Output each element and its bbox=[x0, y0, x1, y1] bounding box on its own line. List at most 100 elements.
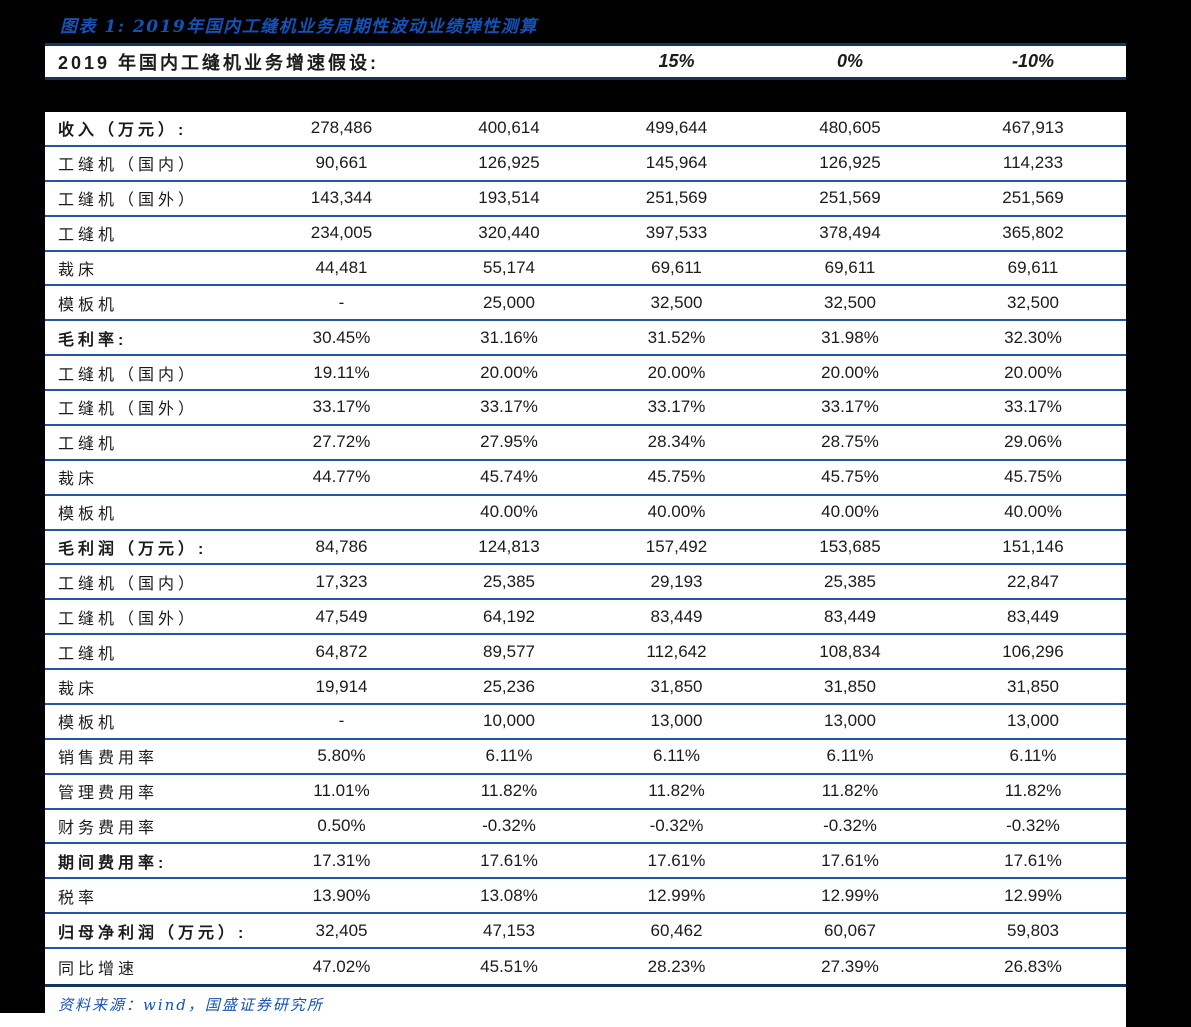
cell-value: 33.17% bbox=[480, 397, 538, 417]
cell-value: 89,577 bbox=[483, 641, 535, 661]
cell-value: 45.74% bbox=[480, 467, 538, 487]
row-label: 工缝机 bbox=[58, 227, 119, 245]
scenario-header-2: -10% bbox=[1011, 51, 1055, 71]
table-row: 裁床 19,914 25,236 31,850 31,850 31,850 bbox=[45, 670, 1126, 705]
cell-value: 12.99% bbox=[821, 885, 879, 905]
figure-caption: 图表 1: 2019年国内工缝机业务周期性波动业绩弹性测算 bbox=[60, 17, 538, 37]
cell-value: 17.61% bbox=[480, 850, 538, 870]
cell-value: 320,440 bbox=[478, 223, 540, 243]
table-row: 工缝机（国内） 90,661 126,925 145,964 126,925 114,23… bbox=[45, 147, 1126, 182]
cell-value: 20.00% bbox=[1004, 362, 1062, 382]
cell-value: 20.00% bbox=[821, 362, 879, 382]
cell-value: 193,514 bbox=[478, 188, 540, 208]
cell-value: 11.82% bbox=[1004, 781, 1062, 801]
row-label: 工缝机（国内） bbox=[58, 575, 199, 593]
cell-value: 31.98% bbox=[821, 327, 879, 347]
row-label: 工缝机 bbox=[58, 436, 119, 454]
cell-value: 22,847 bbox=[1007, 571, 1059, 591]
cell-value: 6.11% bbox=[826, 746, 874, 766]
cell-value: 40.00% bbox=[821, 502, 879, 522]
row-label: 同比增速 bbox=[58, 960, 139, 978]
cell-value: 11.82% bbox=[648, 781, 705, 801]
cell-value: 20.00% bbox=[647, 362, 706, 382]
row-label: 工缝机 bbox=[58, 645, 119, 663]
cell-value: 6.11% bbox=[653, 746, 700, 766]
cell-value: 467,913 bbox=[1002, 118, 1064, 138]
cell-value: 124,813 bbox=[478, 536, 540, 556]
cell-value: 60,462 bbox=[650, 920, 703, 940]
cell-value: 27.39% bbox=[821, 956, 879, 976]
cell-value: 378,494 bbox=[819, 223, 881, 243]
cell-value: 17.61% bbox=[821, 850, 879, 870]
cell-value: 5.80% bbox=[317, 746, 366, 766]
cell-value: 83,449 bbox=[650, 606, 703, 626]
row-label: 收入（万元）: bbox=[58, 122, 188, 140]
table-row: 工缝机（国内） 19.11% 20.00% 20.00% 20.00% 20.00% bbox=[45, 356, 1126, 392]
cell-value: 157,492 bbox=[645, 536, 708, 556]
cell-value: 60,067 bbox=[824, 920, 876, 940]
cell-value: - bbox=[338, 711, 345, 731]
cell-value: 45.75% bbox=[821, 467, 879, 487]
cell-value: 32,500 bbox=[824, 292, 876, 312]
cell-value: 251,569 bbox=[1002, 188, 1064, 208]
row-label: 工缝机（国外） bbox=[58, 401, 199, 419]
cell-value: 55,174 bbox=[483, 257, 535, 277]
table-row: 同比增速 47.02% 45.51% 28.23% 27.39% 26.83% bbox=[45, 949, 1126, 984]
cell-value: 6.11% bbox=[1009, 746, 1057, 766]
table-header-band: 2019 年国内工缝机业务增速假设: 15% 0% -10% bbox=[45, 43, 1126, 80]
table-row: 管理费用率 11.01% 11.82% 11.82% 11.82% 11.82% bbox=[45, 775, 1126, 810]
cell-value: 13,000 bbox=[824, 711, 876, 731]
cell-value: 126,925 bbox=[478, 153, 540, 173]
table-row: 裁床 44,481 55,174 69,611 69,611 69,611 bbox=[45, 252, 1126, 287]
cell-value: 365,802 bbox=[1002, 223, 1064, 243]
cell-value: 480,605 bbox=[819, 118, 881, 138]
table-row: 模板机 40.00% 40.00% 40.00% 40.00% bbox=[45, 496, 1126, 531]
cell-value: 69,611 bbox=[824, 257, 876, 277]
cell-value: 31.16% bbox=[480, 327, 538, 347]
cell-value: 31,850 bbox=[1007, 676, 1059, 696]
cell-value: 397,533 bbox=[645, 223, 708, 243]
cell-value: 13.90% bbox=[312, 885, 371, 905]
table-row: 工缝机（国外） 143,344 193,514 251,569 251,569 251,5… bbox=[45, 182, 1126, 217]
cell-value: 28.34% bbox=[647, 432, 706, 452]
cell-value: 32.30% bbox=[1004, 327, 1062, 347]
cell-value: 12.99% bbox=[647, 885, 706, 905]
header-assumption-label: 2019 年国内工缝机业务增速假设: bbox=[58, 52, 380, 73]
cell-value: -0.32% bbox=[649, 816, 704, 836]
cell-value: 33.17% bbox=[647, 397, 706, 417]
cell-value: 251,569 bbox=[819, 188, 881, 208]
cell-value: 32,405 bbox=[315, 920, 368, 940]
table-body: 收入（万元）: 278,486 400,614 499,644 480,605 467,9… bbox=[45, 112, 1126, 987]
cell-value: 13,000 bbox=[1007, 711, 1059, 731]
cell-value: 33.17% bbox=[1004, 397, 1062, 417]
table-row: 工缝机 234,005 320,440 397,533 378,494 365,802 bbox=[45, 217, 1126, 252]
cell-value: 20.00% bbox=[480, 362, 538, 382]
cell-value: 40.00% bbox=[647, 502, 706, 522]
table-row: 裁床 44.77% 45.74% 45.75% 45.75% 45.75% bbox=[45, 461, 1126, 496]
cell-value: 143,344 bbox=[310, 188, 373, 208]
cell-value: -0.32% bbox=[823, 816, 877, 836]
table-row: 毛利润（万元）: 84,786 124,813 157,492 153,685 151,1… bbox=[45, 531, 1126, 566]
cell-value: 28.23% bbox=[647, 956, 706, 976]
row-label: 管理费用率 bbox=[58, 785, 159, 803]
table-row: 工缝机（国外） 33.17% 33.17% 33.17% 33.17% 33.17% bbox=[45, 391, 1126, 426]
table-row: 工缝机 64,872 89,577 112,642 108,834 106,296 bbox=[45, 635, 1126, 671]
cell-value: 17,323 bbox=[315, 571, 368, 591]
row-label: 毛利率: bbox=[58, 331, 128, 349]
cell-value: 40.00% bbox=[1004, 502, 1062, 522]
row-label: 毛利润（万元）: bbox=[58, 540, 208, 558]
cell-value: 40.00% bbox=[480, 502, 538, 522]
cell-value: 114,233 bbox=[1002, 153, 1064, 173]
page-bottom-strip bbox=[0, 1013, 45, 1027]
table-row: 销售费用率 5.80% 6.11% 6.11% 6.11% 6.11% bbox=[45, 740, 1126, 775]
row-label: 税率 bbox=[58, 889, 99, 907]
cell-value: 27.72% bbox=[312, 432, 371, 452]
table-row: 模板机 - 25,000 32,500 32,500 32,500 bbox=[45, 286, 1126, 322]
source-note: 资料来源：wind，国盛证券研究所 bbox=[58, 996, 324, 1014]
cell-value: 69,611 bbox=[1007, 257, 1059, 277]
table-row: 工缝机 27.72% 27.95% 28.34% 28.75% 29.06% bbox=[45, 426, 1126, 461]
cell-value: -0.32% bbox=[1006, 816, 1060, 836]
cell-value: 153,685 bbox=[819, 536, 881, 556]
cell-value: 19,914 bbox=[315, 676, 368, 696]
cell-value: 33.17% bbox=[312, 397, 371, 417]
